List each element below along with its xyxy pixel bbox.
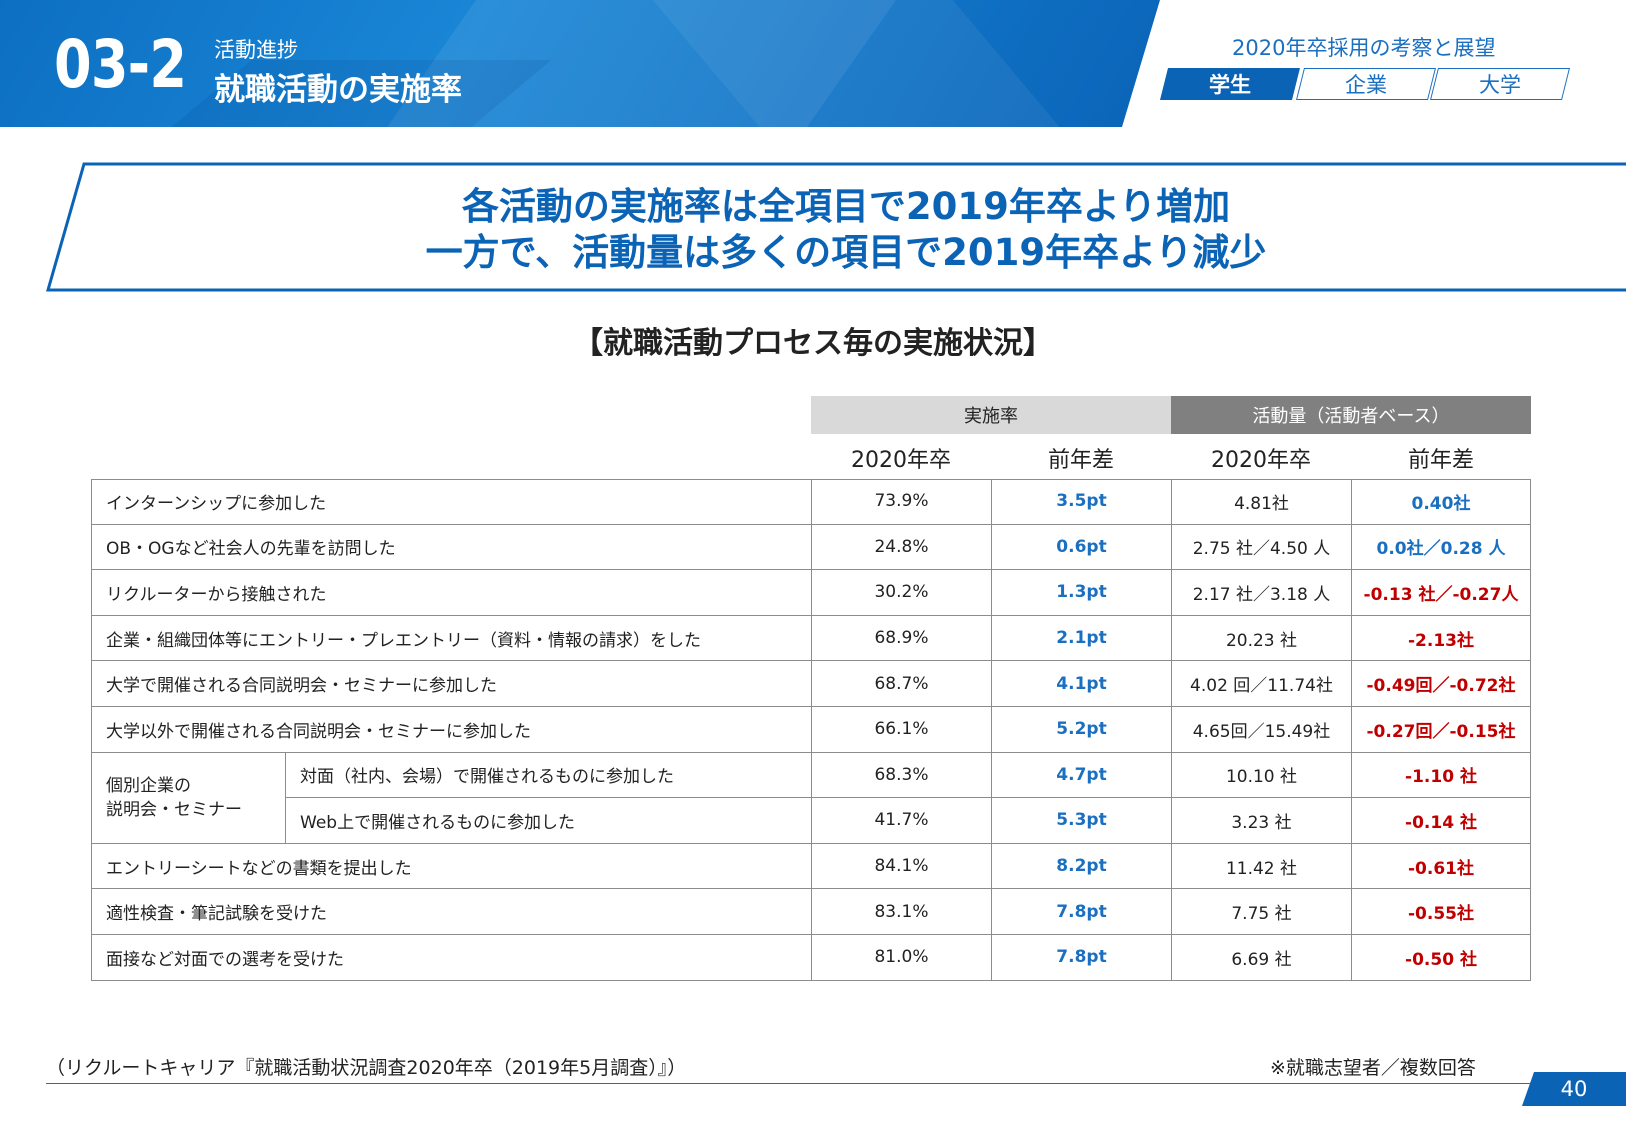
table-row: 大学以外で開催される合同説明会・セミナーに参加した 66.1% 5.2pt 4.65回…	[91, 707, 1531, 753]
table-row: リクルーターから接触された 30.2% 1.3pt 2.17 社／3.18 人 -0.1…	[91, 570, 1531, 616]
group-label-line-1: 個別企業の	[106, 775, 191, 796]
table-row: 企業・組織団体等にエントリー・プレエントリー（資料・情報の請求）をした 68.9%…	[91, 615, 1531, 662]
amount-diff: 0.40社	[1352, 479, 1531, 525]
rate-diff: 8.2pt	[992, 843, 1172, 890]
row-label: 大学で開催される合同説明会・セミナーに参加した	[91, 661, 812, 707]
headline-box: 各活動の実施率は全項目で2019年卒より増加 一方で、活動量は多くの項目で201…	[46, 162, 1626, 292]
rate-2020: 30.2%	[812, 570, 992, 616]
amount-2020: 6.69 社	[1172, 935, 1352, 981]
amount-diff: -0.27回／-0.15社	[1352, 707, 1531, 753]
row-label: OB・OGなど社会人の先輩を訪問した	[91, 524, 812, 571]
row-label: 対面（社内、会場）で開催されるものに参加した	[286, 752, 812, 799]
amount-2020: 4.81社	[1172, 479, 1352, 525]
table-title: 【就職活動プロセス毎の実施状況】	[573, 326, 1053, 361]
amount-2020: 3.23 社	[1172, 798, 1352, 844]
rate-2020: 73.9%	[812, 479, 992, 525]
col-header-amount-2020: 2020年卒	[1211, 448, 1311, 473]
header-implementation-rate: 実施率	[811, 396, 1171, 434]
amount-diff: -1.10 社	[1352, 752, 1531, 799]
table-row: OB・OGなど社会人の先輩を訪問した 24.8% 0.6pt 2.75 社／4.50 …	[91, 524, 1531, 571]
tab-companies[interactable]: 企業	[1296, 68, 1436, 100]
row-label: 企業・組織団体等にエントリー・プレエントリー（資料・情報の請求）をした	[91, 615, 812, 662]
row-label: リクルーターから接触された	[91, 570, 812, 616]
rate-2020: 84.1%	[812, 843, 992, 890]
source-citation: （リクルートキャリア『就職活動状況調査2020年卒（2019年5月調査）』）	[46, 1057, 687, 1079]
rate-diff: 1.3pt	[992, 570, 1172, 616]
col-header-rate-diff: 前年差	[1047, 448, 1114, 473]
amount-2020: 11.42 社	[1172, 843, 1352, 890]
group-label-line-2: 説明会・セミナー	[106, 799, 242, 820]
section-subtitle: 活動進捗	[214, 38, 298, 62]
amount-diff: 0.0社／0.28 人	[1352, 524, 1531, 571]
amount-2020: 2.17 社／3.18 人	[1172, 570, 1352, 616]
row-label: Web上で開催されるものに参加した	[286, 798, 812, 844]
rate-2020: 41.7%	[812, 798, 992, 844]
row-label: 面接など対面での選考を受けた	[91, 935, 812, 981]
headline-line-1: 各活動の実施率は全項目で2019年卒より増加	[461, 185, 1231, 228]
table-row: 対面（社内、会場）で開催されるものに参加した 68.3% 4.7pt 10.10 社-…	[91, 752, 1531, 799]
rate-diff: 5.3pt	[992, 798, 1172, 844]
document-title: 2020年卒採用の考察と展望	[1232, 36, 1496, 60]
rate-diff: 0.6pt	[992, 524, 1172, 571]
header-band	[0, 0, 1160, 127]
rate-diff: 5.2pt	[992, 707, 1172, 753]
col-header-rate-2020: 2020年卒	[851, 448, 951, 473]
row-label: 大学以外で開催される合同説明会・セミナーに参加した	[91, 707, 812, 753]
amount-2020: 4.65回／15.49社	[1172, 707, 1352, 753]
respondent-note: ※就職志望者／複数回答	[1270, 1057, 1476, 1079]
row-label: エントリーシートなどの書類を提出した	[91, 843, 812, 890]
rate-diff: 3.5pt	[992, 479, 1172, 525]
rate-2020: 24.8%	[812, 524, 992, 571]
amount-2020: 4.02 回／11.74社	[1172, 661, 1352, 707]
amount-diff: -0.13 社／-0.27人	[1352, 570, 1531, 616]
amount-2020: 7.75 社	[1172, 889, 1352, 935]
rate-2020: 68.3%	[812, 752, 992, 799]
table-row: エントリーシートなどの書類を提出した 84.1% 8.2pt 11.42 社 -0.61…	[91, 843, 1531, 890]
col-header-amount-diff: 前年差	[1407, 448, 1474, 473]
tab-universities[interactable]: 大学	[1430, 68, 1570, 100]
group-label-company-seminars: 個別企業の説明会・セミナー	[91, 752, 286, 844]
headline: 各活動の実施率は全項目で2019年卒より増加 一方で、活動量は多くの項目で201…	[46, 184, 1626, 276]
table-row: 面接など対面での選考を受けた 81.0% 7.8pt 6.69 社 -0.50 社	[91, 935, 1531, 981]
rate-2020: 66.1%	[812, 707, 992, 753]
amount-diff: -0.55社	[1352, 889, 1531, 935]
rate-diff: 4.1pt	[992, 661, 1172, 707]
table-row: インターンシップに参加した 73.9% 3.5pt 4.81社 0.40社	[91, 479, 1531, 525]
row-label: インターンシップに参加した	[91, 479, 812, 525]
tab-students[interactable]: 学生	[1160, 68, 1300, 100]
table-row: 適性検査・筆記試験を受けた 83.1% 7.8pt 7.75 社 -0.55社	[91, 889, 1531, 935]
footer-divider	[46, 1083, 1546, 1084]
rate-diff: 7.8pt	[992, 935, 1172, 981]
amount-2020: 2.75 社／4.50 人	[1172, 524, 1352, 571]
headline-line-2: 一方で、活動量は多くの項目で2019年卒より減少	[425, 231, 1267, 274]
rate-2020: 68.9%	[812, 615, 992, 662]
section-title: 就職活動の実施率	[214, 72, 462, 108]
rate-diff: 2.1pt	[992, 615, 1172, 662]
section-number: 03-2	[54, 26, 187, 103]
amount-diff: -0.61社	[1352, 843, 1531, 890]
row-label: 適性検査・筆記試験を受けた	[91, 889, 812, 935]
amount-diff: -0.50 社	[1352, 935, 1531, 981]
rate-2020: 68.7%	[812, 661, 992, 707]
rate-diff: 4.7pt	[992, 752, 1172, 799]
header-activity-amount: 活動量（活動者ベース）	[1171, 396, 1531, 434]
rate-2020: 83.1%	[812, 889, 992, 935]
page-number: 40	[1522, 1072, 1626, 1106]
table-row: 大学で開催される合同説明会・セミナーに参加した 68.7% 4.1pt 4.02 回／…	[91, 661, 1531, 707]
table-row: Web上で開催されるものに参加した 41.7% 5.3pt 3.23 社 -0.14 社	[91, 798, 1531, 844]
amount-2020: 10.10 社	[1172, 752, 1352, 799]
amount-diff: -2.13社	[1352, 615, 1531, 662]
rate-diff: 7.8pt	[992, 889, 1172, 935]
rate-2020: 81.0%	[812, 935, 992, 981]
amount-diff: -0.49回／-0.72社	[1352, 661, 1531, 707]
amount-2020: 20.23 社	[1172, 615, 1352, 662]
amount-diff: -0.14 社	[1352, 798, 1531, 844]
